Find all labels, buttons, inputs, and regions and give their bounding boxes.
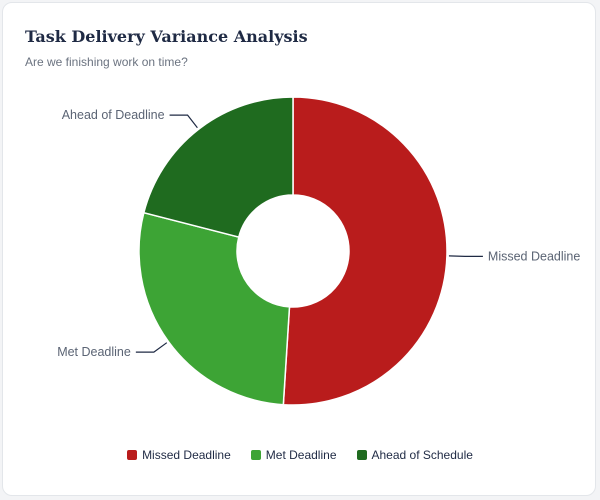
- donut-chart: Missed Deadline Met Deadline Ahead of Dead…: [57, 96, 580, 406]
- chart-card: Task Delivery Variance Analysis Are we f…: [2, 2, 596, 496]
- leader-line-ahead-of-deadline: [169, 114, 198, 129]
- legend-item-missed-deadline[interactable]: Missed Deadline: [127, 448, 231, 462]
- chart-subtitle: Are we finishing work on time?: [25, 55, 188, 69]
- legend-label: Met Deadline: [265, 448, 337, 462]
- legend-swatch-met: [250, 450, 261, 460]
- slice-missed-deadline[interactable]: [282, 96, 448, 406]
- leader-line-missed-deadline: [448, 255, 483, 258]
- legend-item-ahead-of-schedule[interactable]: Ahead of Schedule: [356, 448, 473, 462]
- legend-item-met-deadline[interactable]: Met Deadline: [250, 448, 337, 462]
- legend-swatch-ahead: [356, 450, 367, 460]
- slice-met-deadline[interactable]: [138, 211, 291, 406]
- slice-label-missed-deadline: Missed Deadline: [488, 249, 580, 263]
- slice-ahead-of-deadline[interactable]: [142, 96, 294, 238]
- legend-label: Missed Deadline: [142, 448, 231, 462]
- chart-title: Task Delivery Variance Analysis: [25, 27, 308, 46]
- legend-swatch-missed: [127, 450, 138, 460]
- slice-label-ahead-of-deadline: Ahead of Deadline: [62, 108, 165, 122]
- chart-legend: Missed Deadline Met Deadline Ahead of Sc…: [3, 448, 597, 462]
- legend-label: Ahead of Schedule: [371, 448, 473, 462]
- slice-label-met-deadline: Met Deadline: [57, 345, 131, 359]
- leader-line-met-deadline: [135, 342, 168, 353]
